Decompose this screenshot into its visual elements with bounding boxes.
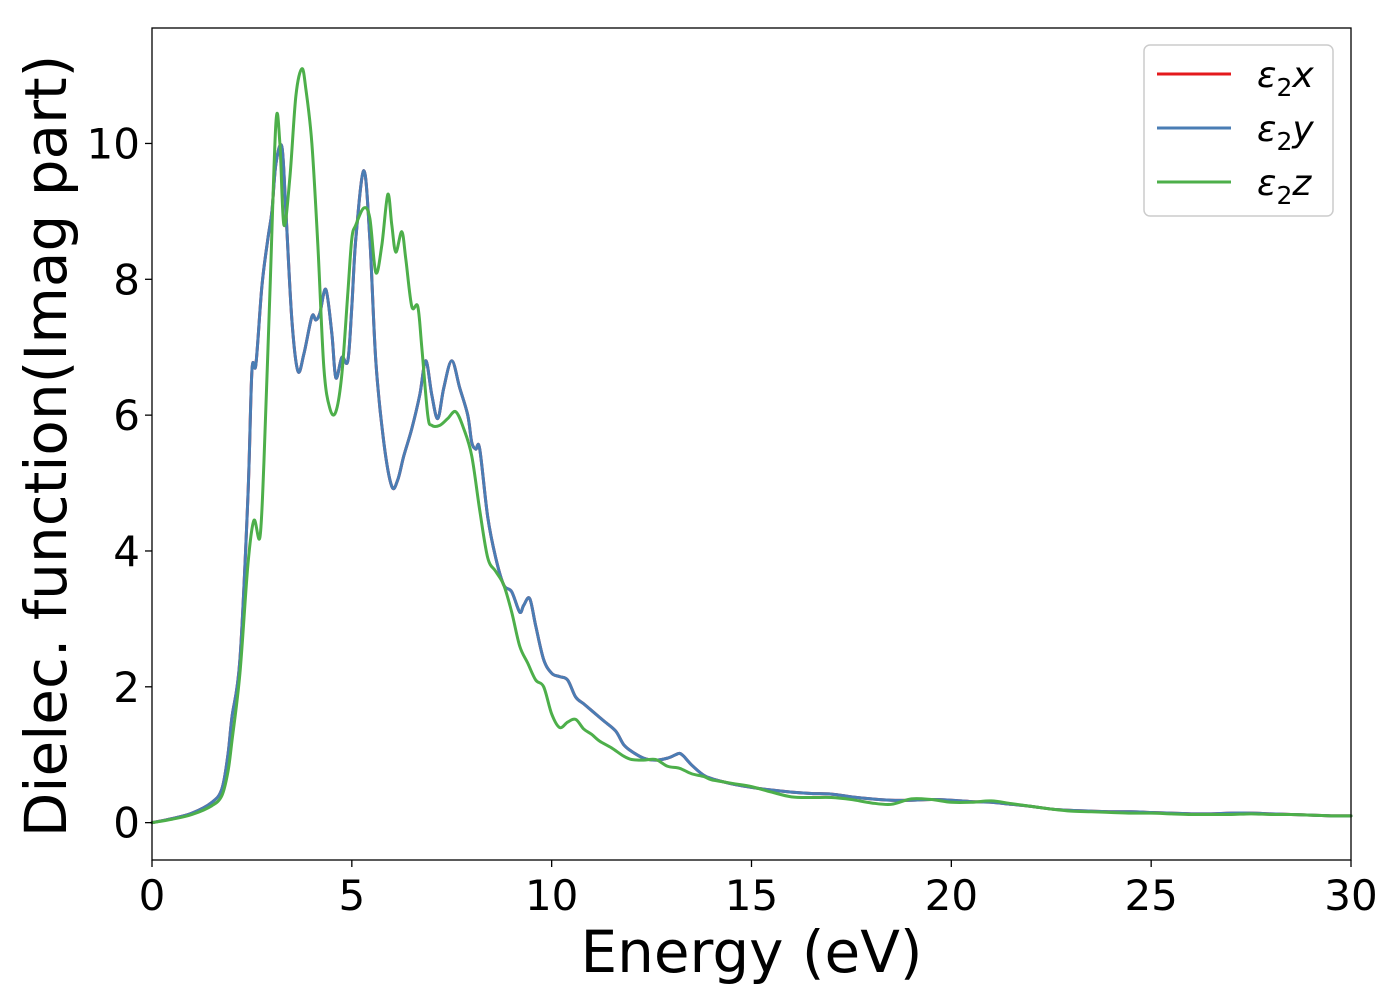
y-tick-label: 10 [87,119,140,168]
x-tick-label: 20 [925,871,978,920]
legend-label-z: ε2z [1257,163,1312,210]
x-tick-label: 0 [139,871,166,920]
series-line-x [150,143,1353,825]
legend-label-variable: z [1291,163,1312,204]
x-tick-label: 25 [1124,871,1177,920]
series-line-z [150,67,1353,825]
y-tick-label: 2 [113,663,140,712]
x-axis-title: Energy (eV) [580,918,922,986]
legend-label-variable: y [1291,109,1314,150]
y-tick-label: 0 [113,799,140,848]
legend-label-variable: x [1291,55,1314,96]
x-axis: 0 5 10 15 20 25 30 [139,860,1378,920]
x-tick-label: 10 [525,871,578,920]
legend-label-subscript: 2 [1276,73,1292,102]
series-line-y [150,143,1353,825]
legend-label-y: ε2y [1257,109,1314,156]
legend-label-symbol: ε [1257,55,1276,96]
legend-label-subscript: 2 [1276,181,1292,210]
legend-label-x: ε2x [1257,55,1314,102]
x-tick-label: 15 [725,871,778,920]
x-tick-label: 30 [1324,871,1377,920]
x-tick-label: 5 [338,871,365,920]
y-axis-title: Dielec. function(Imag part) [12,55,80,838]
plot-lines [150,67,1353,825]
legend-label-symbol: ε [1257,163,1276,204]
legend-label-symbol: ε [1257,109,1276,150]
y-tick-label: 4 [113,527,140,576]
y-axis: 0 2 4 6 8 10 [87,119,152,848]
y-tick-label: 8 [113,255,140,304]
legend-box [1143,44,1334,217]
legend-label-subscript: 2 [1276,127,1292,156]
y-tick-label: 6 [113,391,140,440]
